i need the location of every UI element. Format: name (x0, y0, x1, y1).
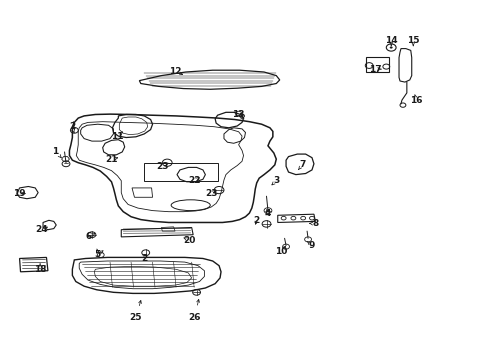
Text: 11: 11 (111, 132, 123, 140)
Text: 24: 24 (35, 225, 48, 234)
Text: 7: 7 (298, 161, 305, 169)
Text: 19: 19 (13, 189, 26, 198)
Text: 6: 6 (86, 233, 92, 241)
Text: 1: 1 (52, 147, 58, 156)
Circle shape (389, 46, 392, 49)
Text: 3: 3 (273, 176, 279, 185)
Text: 23: 23 (204, 189, 217, 198)
Text: 2: 2 (69, 122, 75, 131)
Text: 21: 21 (105, 154, 118, 163)
Text: 12: 12 (168, 67, 181, 76)
Text: 18: 18 (34, 265, 46, 274)
Text: 14: 14 (384, 36, 397, 45)
Text: 15: 15 (406, 36, 419, 45)
Text: 26: 26 (188, 313, 201, 322)
Text: 23: 23 (156, 162, 168, 171)
Text: 9: 9 (308, 241, 315, 250)
Text: 5: 5 (95, 251, 101, 259)
Text: 13: 13 (232, 110, 244, 119)
Text: 4: 4 (264, 209, 271, 217)
Text: 8: 8 (312, 219, 318, 228)
Text: 2: 2 (141, 254, 147, 263)
Text: 17: 17 (368, 65, 381, 74)
Text: 10: 10 (274, 247, 287, 256)
Text: 2: 2 (253, 216, 259, 225)
Text: 22: 22 (188, 176, 201, 185)
Text: 16: 16 (409, 95, 422, 104)
Text: 20: 20 (183, 236, 196, 245)
Text: 25: 25 (129, 313, 142, 322)
